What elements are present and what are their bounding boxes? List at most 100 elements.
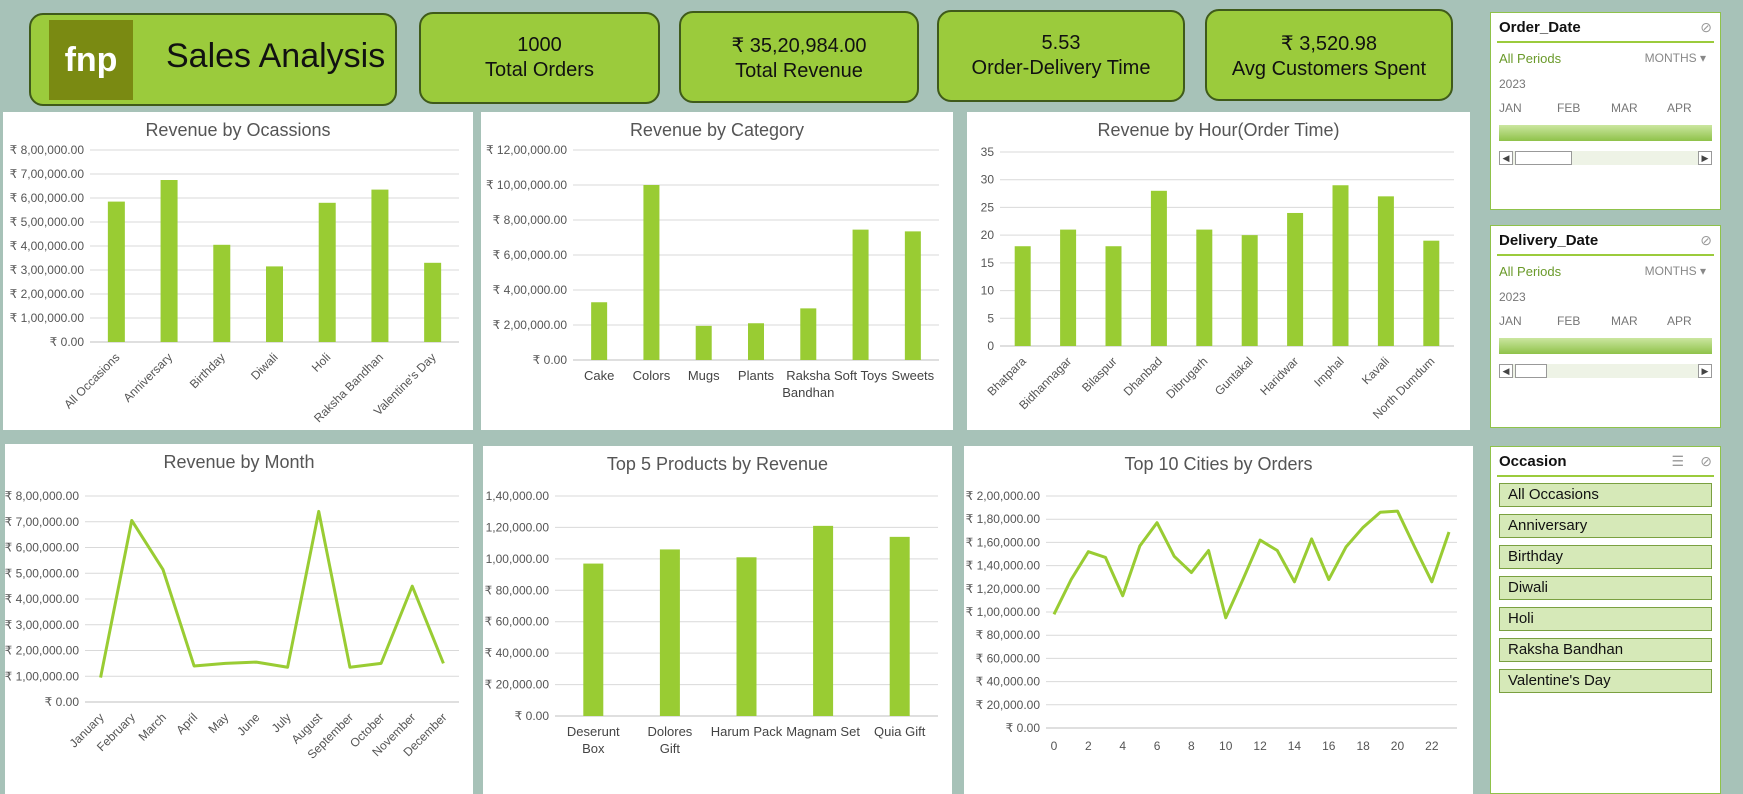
x-tick-label: Harum Pack: [711, 724, 783, 739]
timeline-scrollbar[interactable]: ◀ ▶: [1499, 364, 1712, 378]
scroll-left-icon[interactable]: ◀: [1499, 364, 1513, 378]
x-tick-label: 22: [1425, 739, 1439, 753]
bar: [1150, 190, 1167, 346]
time-level-dropdown[interactable]: MONTHS ▾: [1645, 264, 1706, 278]
y-tick-label: ₹ 0.00: [1006, 721, 1041, 735]
slicer-title: Delivery_Date: [1499, 232, 1599, 249]
x-tick-label: Deserunt Box: [567, 724, 620, 756]
x-tick-label: Bilaspur: [1079, 354, 1120, 395]
y-tick-label: ₹ 6,00,000.00: [10, 191, 85, 205]
series-line: [99, 509, 445, 678]
y-tick-label: ₹ 80,000.00: [976, 628, 1041, 642]
scroll-left-icon[interactable]: ◀: [1499, 151, 1513, 165]
all-periods-link[interactable]: All Periods: [1499, 264, 1562, 279]
month-label: JAN: [1499, 101, 1522, 115]
timeline-bar[interactable]: [1499, 338, 1712, 354]
month-label: FEB: [1557, 314, 1581, 328]
y-tick-label: ₹ 8,00,000.00: [10, 143, 85, 157]
occasion-item-valentines-day[interactable]: Valentine's Day: [1499, 669, 1712, 693]
x-tick-label: 20: [1391, 739, 1405, 753]
y-tick-label: 20: [981, 228, 995, 242]
slicer-order-date[interactable]: Order_Date ⊘ All Periods MONTHS ▾ 2023 J…: [1490, 12, 1721, 210]
y-tick-label: ₹ 2,00,000.00: [5, 644, 79, 658]
kpi-label: Order-Delivery Time: [971, 57, 1151, 79]
bar: [659, 549, 680, 716]
slicer-occasion[interactable]: Occasion ☰ ⊘ All Occasions Anniversary B…: [1490, 446, 1721, 794]
clear-filter-icon[interactable]: ⊘: [1700, 232, 1712, 248]
kpi-value: 1000: [517, 34, 562, 56]
year-label: 2023: [1499, 290, 1526, 304]
bar: [266, 266, 283, 342]
bar: [736, 557, 757, 716]
y-tick-label: 25: [981, 200, 995, 214]
y-tick-label: 0: [987, 339, 994, 353]
kpi-label: Total Revenue: [735, 60, 863, 82]
y-tick-label: 15: [981, 256, 995, 270]
occasion-item-diwali[interactable]: Diwali: [1499, 576, 1712, 600]
y-tick-label: ₹ 1,40,000.00: [966, 559, 1041, 573]
x-tick-label: July: [269, 710, 294, 735]
y-tick-label: ₹ 6,00,000.00: [493, 248, 568, 262]
y-tick-label: ₹ 4,00,000.00: [10, 239, 85, 253]
occasion-item-birthday[interactable]: Birthday: [1499, 545, 1712, 569]
kpi-value: 5.53: [1041, 32, 1081, 54]
x-tick-label: Dolores Gift: [648, 724, 693, 756]
multi-select-icon[interactable]: ☰: [1671, 453, 1684, 469]
occasion-item-holi[interactable]: Holi: [1499, 607, 1712, 631]
bar: [1196, 229, 1213, 346]
slicer-divider: [1497, 254, 1714, 256]
time-level-dropdown[interactable]: MONTHS ▾: [1645, 51, 1706, 65]
timeline-bar[interactable]: [1499, 125, 1712, 141]
scroll-right-icon[interactable]: ▶: [1698, 364, 1712, 378]
chevron-down-icon: ▾: [1699, 264, 1706, 278]
slicer-title: Occasion: [1499, 453, 1567, 470]
all-periods-link[interactable]: All Periods: [1499, 51, 1562, 66]
month-label: FEB: [1557, 101, 1581, 115]
occasion-item-all[interactable]: All Occasions: [1499, 483, 1712, 507]
y-tick-label: ₹ 60,000.00: [976, 651, 1041, 665]
kpi-value: ₹ 35,20,984.00: [731, 35, 867, 57]
bar: [813, 525, 834, 716]
slicer-delivery-date[interactable]: Delivery_Date ⊘ All Periods MONTHS ▾ 202…: [1490, 225, 1721, 428]
bar: [695, 325, 712, 360]
y-tick-label: ₹ 1,80,000.00: [966, 512, 1041, 526]
scroll-thumb[interactable]: [1515, 364, 1547, 378]
bar: [1241, 235, 1258, 346]
x-tick-label: April: [173, 710, 200, 737]
bar: [583, 563, 604, 716]
y-tick-label: ₹ 60,000.00: [485, 615, 550, 629]
month-label: MAR: [1611, 101, 1638, 115]
clear-filter-icon[interactable]: ⊘: [1700, 453, 1712, 469]
x-tick-label: 10: [1219, 739, 1233, 753]
chart-title: Revenue by Ocassions: [145, 120, 330, 140]
y-tick-label: ₹ 0.00: [45, 695, 80, 709]
x-tick-label: Birthday: [187, 350, 228, 391]
x-tick-label: Plants: [738, 368, 775, 383]
scroll-thumb[interactable]: [1515, 151, 1572, 165]
x-tick-label: Dibrugarh: [1163, 354, 1210, 401]
y-tick-label: ₹ 6,00,000.00: [5, 541, 79, 555]
x-tick-label: 0: [1051, 739, 1058, 753]
occasion-item-raksha-bandhan[interactable]: Raksha Bandhan: [1499, 638, 1712, 662]
x-tick-label: Anniversary: [120, 350, 175, 405]
x-tick-label: Cake: [584, 368, 614, 383]
bar: [748, 323, 764, 360]
scroll-right-icon[interactable]: ▶: [1698, 151, 1712, 165]
x-tick-label: 16: [1322, 739, 1336, 753]
y-tick-label: ₹ 2,00,000.00: [966, 489, 1041, 503]
bar: [643, 185, 660, 360]
time-level-label: MONTHS: [1644, 51, 1697, 65]
x-tick-label: Soft Toys: [834, 368, 888, 383]
y-tick-label: ₹ 20,000.00: [976, 698, 1041, 712]
y-tick-label: 10: [981, 284, 995, 298]
y-tick-label: ₹ 80,000.00: [485, 583, 550, 597]
x-tick-label: Sweets: [892, 368, 935, 383]
bar: [904, 231, 921, 360]
timeline-scrollbar[interactable]: ◀ ▶: [1499, 151, 1712, 165]
occasion-item-anniversary[interactable]: Anniversary: [1499, 514, 1712, 538]
clear-filter-icon[interactable]: ⊘: [1700, 19, 1712, 35]
x-tick-label: 14: [1288, 739, 1302, 753]
series-line: [1052, 509, 1451, 620]
y-tick-label: ₹ 7,00,000.00: [10, 167, 85, 181]
time-level-label: MONTHS: [1644, 264, 1697, 278]
